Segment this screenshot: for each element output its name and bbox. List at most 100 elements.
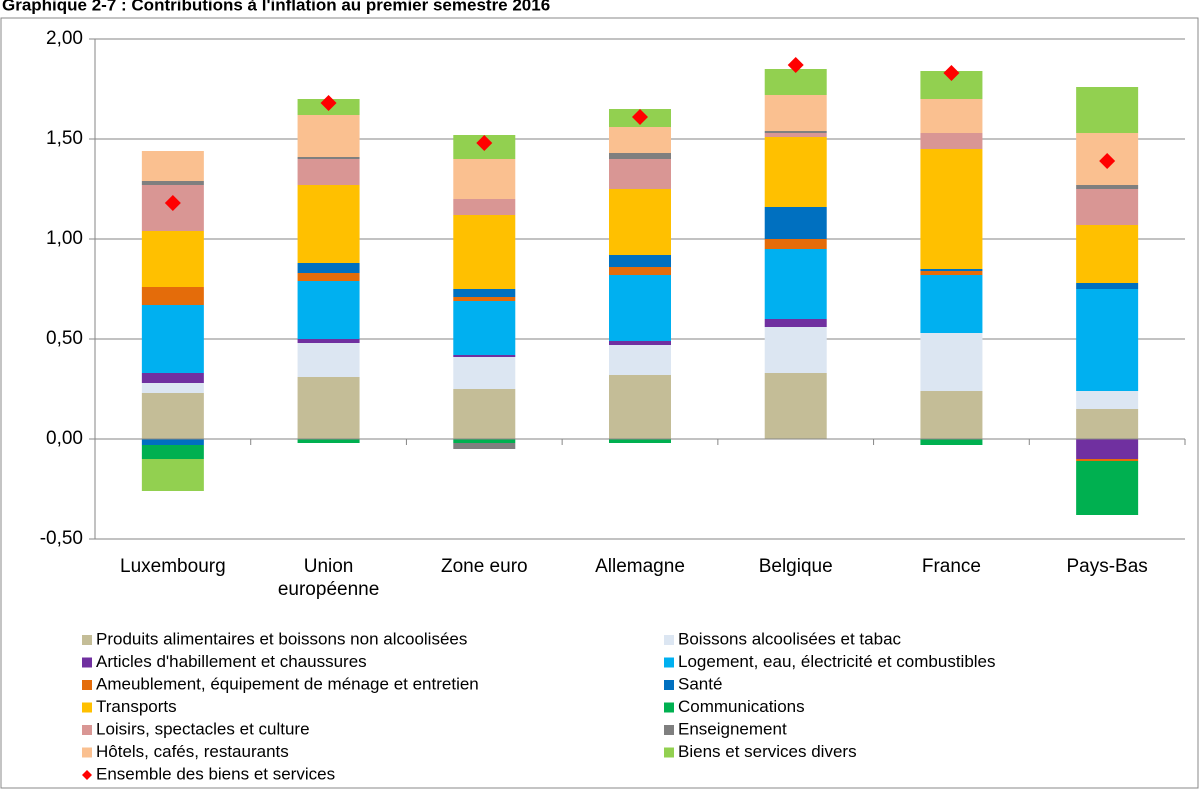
bar-segment <box>297 343 360 377</box>
y-tick-label: 0,50 <box>46 328 83 349</box>
x-tick-label: Union européenne <box>277 556 380 600</box>
total-marker <box>320 95 337 111</box>
bar-segment <box>1076 439 1139 459</box>
legend-label: Enseignement <box>678 719 787 738</box>
y-tick-label: -0,50 <box>40 528 83 549</box>
bar-segment <box>297 115 360 157</box>
bar-segment <box>920 99 983 133</box>
bar-segment <box>920 149 983 269</box>
bar-segment <box>141 445 204 459</box>
bar-segment <box>1076 185 1139 189</box>
bar-segment <box>1076 459 1139 461</box>
bar-segment <box>1076 391 1139 409</box>
bar-segment <box>141 439 204 445</box>
legend-swatch <box>664 747 674 758</box>
bar-segment <box>141 383 204 393</box>
bar-segment <box>1076 87 1139 133</box>
bar-segment <box>764 207 827 239</box>
x-tick-label: Zone euro <box>440 556 528 577</box>
legend-label: Hôtels, cafés, restaurants <box>96 742 289 761</box>
bar-segment <box>453 289 516 297</box>
bar-segment <box>609 153 671 159</box>
bar-segment <box>297 157 360 159</box>
bar-segment <box>764 249 827 319</box>
legend-label: Transports <box>96 697 177 716</box>
bar-segment <box>453 297 516 301</box>
legend-swatch <box>664 725 674 735</box>
bar-segment <box>764 69 827 95</box>
bar-segment <box>453 355 516 357</box>
bar-segment <box>297 273 360 281</box>
bar-segment <box>764 373 827 439</box>
bar-segment <box>609 439 671 443</box>
total-marker <box>632 109 648 125</box>
bar-segment <box>764 133 827 137</box>
legend-swatch <box>82 770 92 780</box>
bar-segment <box>297 185 360 263</box>
bar-segment <box>920 333 983 391</box>
bar-segment <box>920 271 983 275</box>
bar-segment <box>453 443 516 449</box>
total-marker <box>1099 153 1116 169</box>
legend-swatch <box>82 725 92 735</box>
bar-segment <box>453 357 516 389</box>
bar-segment <box>1076 189 1139 225</box>
legend-label: Communications <box>678 697 805 716</box>
bar-segment <box>1076 289 1139 391</box>
bar-segment <box>609 267 671 275</box>
bar-segment <box>453 389 516 439</box>
legend-swatch <box>664 635 674 645</box>
legend-swatch <box>82 635 92 645</box>
bar-segment <box>141 305 204 373</box>
bar-segment <box>1076 225 1139 283</box>
legend-label: Loisirs, spectacles et culture <box>96 719 310 738</box>
total-marker <box>943 65 960 81</box>
legend-swatch <box>664 702 674 713</box>
legend-label: Logement, eau, électricité et combustibl… <box>678 652 996 671</box>
bar-segment <box>609 127 671 153</box>
legend-label: Ensemble des biens et services <box>96 764 335 783</box>
bar-segment <box>297 281 360 339</box>
bar-segment <box>609 375 671 439</box>
bar-segment <box>1076 461 1139 515</box>
y-tick-label: 1,50 <box>46 128 83 149</box>
bar-segment <box>141 287 204 305</box>
bar-segment <box>920 133 983 149</box>
legend-swatch <box>82 702 92 713</box>
legend-label: Produits alimentaires et boissons non al… <box>96 629 467 648</box>
y-tick-label: 1,00 <box>46 228 83 249</box>
bar-segment <box>141 459 204 491</box>
x-tick-label: Belgique <box>758 556 833 577</box>
bar-segment <box>453 439 516 443</box>
bar-segment <box>453 215 516 289</box>
y-tick-label: 2,00 <box>46 28 83 49</box>
bar-segment <box>609 341 671 345</box>
bar-segment <box>609 159 671 189</box>
total-marker <box>476 135 493 151</box>
bar-segment <box>920 439 983 445</box>
legend-swatch <box>82 747 92 758</box>
legend-label: Boissons alcoolisées et tabac <box>678 629 902 648</box>
total-marker <box>164 195 181 211</box>
bar-segment <box>453 199 516 215</box>
x-tick-label: Pays-Bas <box>1066 556 1148 577</box>
chart-title: Graphique 2-7 : Contributions à l'inflat… <box>2 0 550 14</box>
total-marker <box>787 57 804 73</box>
legend-label: Santé <box>678 674 722 693</box>
bar-segment <box>764 239 827 249</box>
bar-segment <box>297 439 360 443</box>
bar-segment <box>920 391 983 439</box>
x-tick-label: Luxembourg <box>120 556 226 577</box>
bar-segment <box>297 263 360 273</box>
bar-segment <box>764 327 827 373</box>
legend-swatch <box>82 680 92 690</box>
chart-frame <box>0 17 1199 789</box>
bar-segment <box>764 319 827 327</box>
bar-segment <box>920 269 983 271</box>
bar-segment <box>764 95 827 131</box>
bar-segment <box>1076 409 1139 439</box>
bar-segment <box>764 131 827 133</box>
legend-label: Ameublement, équipement de ménage et ent… <box>96 674 479 693</box>
